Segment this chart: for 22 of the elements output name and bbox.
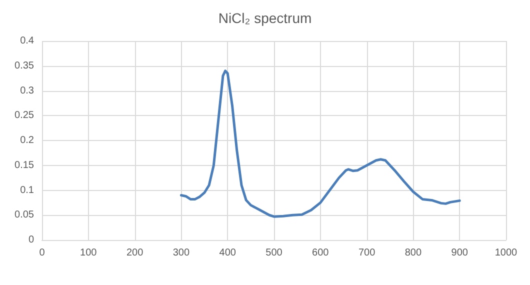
x-tick-label: 700 <box>358 248 376 258</box>
x-tick-label: 900 <box>451 248 468 258</box>
y-tick-label: 0.35 <box>14 60 34 72</box>
x-tick-label: 1000 <box>494 248 518 258</box>
x-tick-label: 400 <box>219 248 236 258</box>
x-tick-label: 100 <box>80 248 98 258</box>
y-tick-label: 0 <box>28 234 34 246</box>
y-tick-label: 0.4 <box>20 36 34 46</box>
x-tick-label: 800 <box>404 248 422 258</box>
x-tick-label: 0 <box>39 248 46 258</box>
x-tick-label: 500 <box>266 248 283 258</box>
y-tick-label: 0.1 <box>20 184 34 196</box>
y-tick-label: 0.05 <box>14 210 34 221</box>
y-tick-label: 0.25 <box>14 110 34 122</box>
y-tick-label: 0.3 <box>20 85 34 96</box>
chart-title: NiCl₂ spectrum <box>218 10 312 26</box>
y-tick-label: 0.15 <box>14 160 34 171</box>
x-tick-label: 300 <box>172 248 190 258</box>
x-tick-label: 600 <box>312 248 330 258</box>
y-tick-label: 0.2 <box>20 135 34 146</box>
line-series <box>180 70 461 218</box>
x-tick-label: 200 <box>126 248 144 258</box>
